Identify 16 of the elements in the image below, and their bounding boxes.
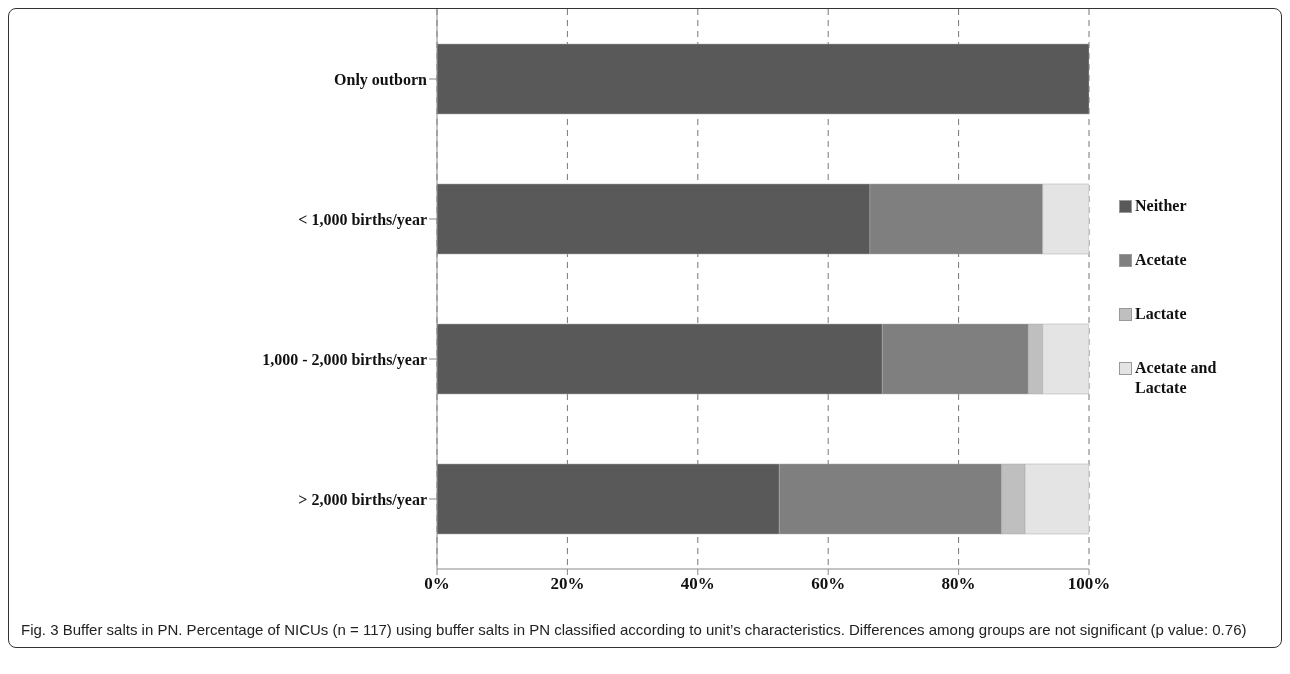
y-tick-label: 1,000 - 2,000 births/year (262, 350, 427, 369)
x-tick-label: 60% (811, 574, 846, 594)
y-tick-label: < 1,000 births/year (298, 210, 427, 229)
legend-label: Acetate (1135, 250, 1188, 270)
y-tick-label: > 2,000 births/year (298, 490, 427, 509)
legend-label: Neither (1135, 196, 1188, 216)
x-tick-label: 20% (550, 574, 585, 594)
x-tick-label: 100% (1067, 574, 1111, 594)
x-tick-label: 40% (680, 574, 715, 594)
legend-label: Acetate and Lactate (1135, 358, 1218, 398)
x-tick-label: 0% (424, 574, 450, 594)
bar (437, 43, 1089, 115)
caption: Fig. 3 Buffer salts in PN. Percentage of NICUs (n = 117) using buffer salts in PN classified according to unit’s characteristics. Differences among groups are not significant (p value: 0.76) (20, 620, 1248, 640)
x-tick-label: 80% (941, 574, 976, 594)
y-tick-label: Only outborn (334, 70, 428, 89)
legend-label: Lactate (1135, 304, 1188, 324)
